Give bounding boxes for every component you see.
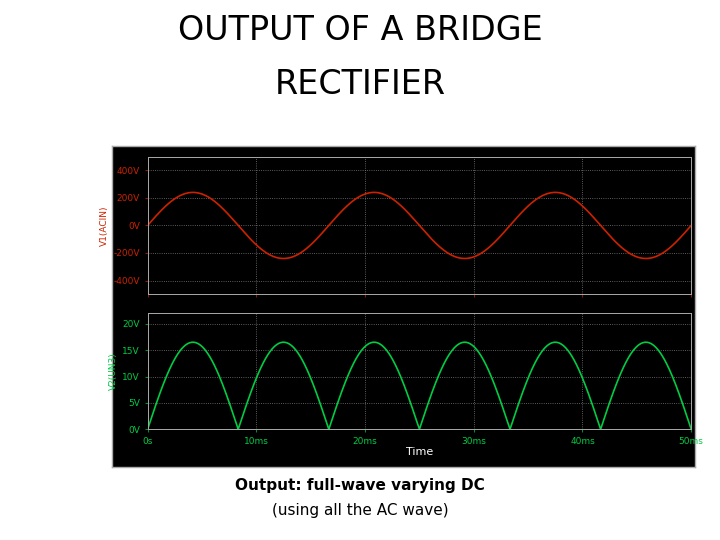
Y-axis label: V1(ACIN): V1(ACIN)	[100, 205, 109, 246]
Text: Output: full-wave varying DC: Output: full-wave varying DC	[235, 478, 485, 493]
Text: Time: Time	[406, 447, 433, 457]
Y-axis label: V2(UN3): V2(UN3)	[109, 353, 118, 390]
Text: OUTPUT OF A BRIDGE: OUTPUT OF A BRIDGE	[178, 14, 542, 46]
Text: (using all the AC wave): (using all the AC wave)	[271, 503, 449, 518]
Text: RECTIFIER: RECTIFIER	[274, 68, 446, 100]
